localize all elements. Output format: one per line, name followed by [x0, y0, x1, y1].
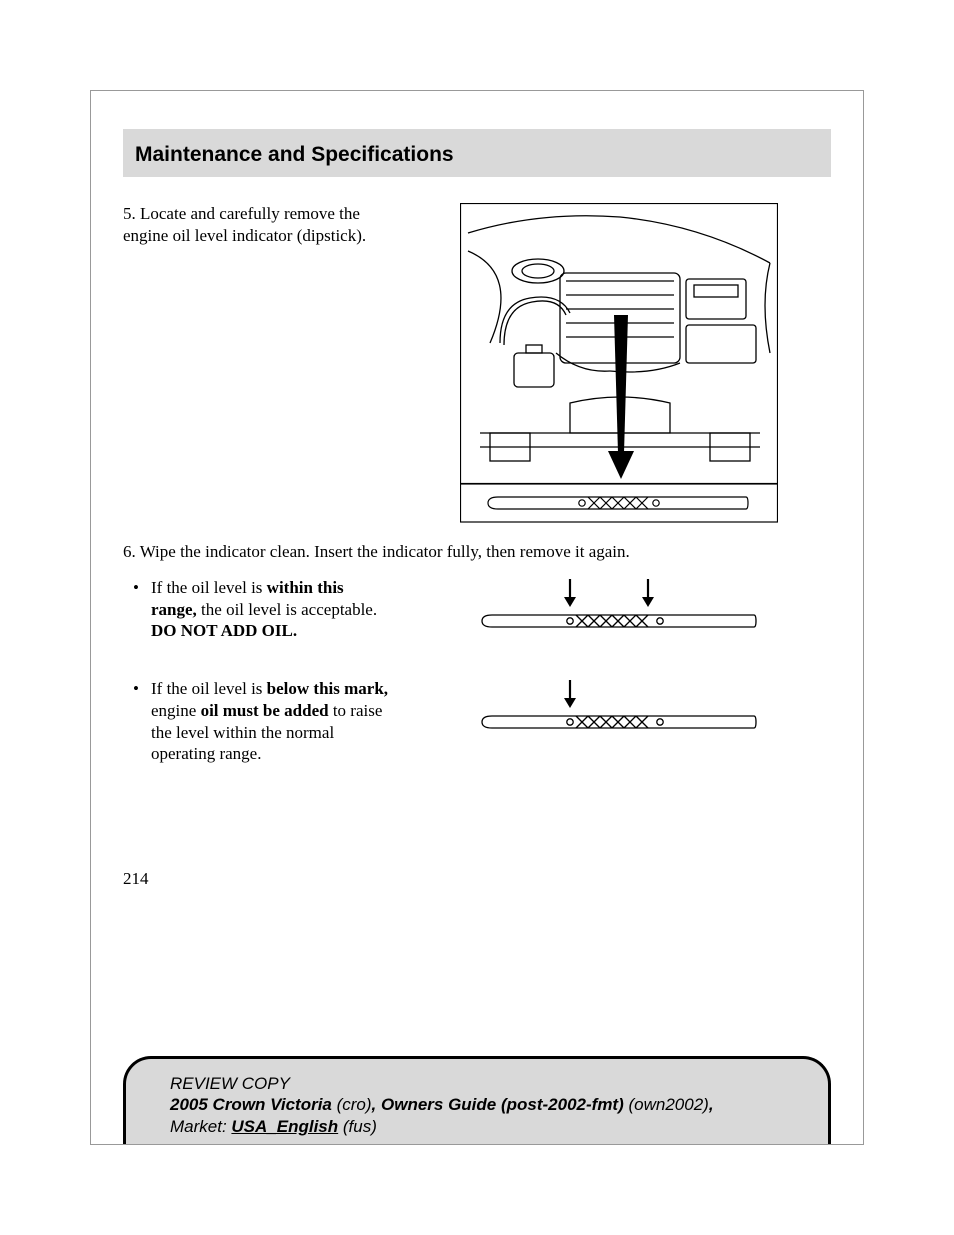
- b2-mid: engine: [151, 701, 201, 720]
- bullet1-row: If the oil level is within this range, t…: [123, 577, 831, 670]
- page-frame: Maintenance and Specifications 5. Locate…: [90, 90, 864, 1145]
- footer-guide-code: (own2002): [624, 1095, 709, 1114]
- dipstick-low-icon: [468, 678, 768, 734]
- footer-box: REVIEW COPY 2005 Crown Victoria (cro), O…: [123, 1056, 831, 1144]
- engine-diagram: [460, 203, 778, 523]
- step5-text-col: 5. Locate and carefully remove the engin…: [123, 203, 393, 523]
- footer-market-label: Market:: [170, 1117, 231, 1136]
- footer-guide: Owners Guide (post-2002-fmt): [381, 1095, 624, 1114]
- b2-bold1: below this mark,: [267, 679, 388, 698]
- step5-row: 5. Locate and carefully remove the engin…: [123, 203, 831, 523]
- b2-pre: If the oil level is: [151, 679, 267, 698]
- dipstick-ok-range-icon: [468, 577, 768, 633]
- footer-market: USA_English: [231, 1117, 338, 1136]
- step6-text: 6. Wipe the indicator clean. Insert the …: [123, 541, 831, 563]
- footer-line2: 2005 Crown Victoria (cro), Owners Guide …: [170, 1094, 784, 1115]
- b1-mid: the oil level is acceptable.: [197, 600, 377, 619]
- footer-sep2: ,: [709, 1095, 714, 1114]
- engine-figure-col: [407, 203, 831, 523]
- footer-line3: Market: USA_English (fus): [170, 1116, 784, 1137]
- bullet1-text-col: If the oil level is within this range, t…: [123, 577, 391, 670]
- dipstick-low-figure: [405, 678, 831, 793]
- page-title: Maintenance and Specifications: [135, 143, 819, 167]
- b1-pre: If the oil level is: [151, 578, 267, 597]
- step5-text: 5. Locate and carefully remove the engin…: [123, 203, 393, 247]
- page-number: 214: [123, 869, 149, 889]
- bullet2-row: If the oil level is below this mark, eng…: [123, 678, 831, 793]
- footer-review: REVIEW COPY: [170, 1073, 784, 1094]
- footer-sep1: ,: [372, 1095, 381, 1114]
- b1-bold2: DO NOT ADD OIL.: [151, 621, 297, 640]
- dipstick-ok-figure: [405, 577, 831, 670]
- footer-market-code: (fus): [338, 1117, 377, 1136]
- footer-model-code: (cro): [332, 1095, 372, 1114]
- footer-model: 2005 Crown Victoria: [170, 1095, 332, 1114]
- b2-bold2: oil must be added: [201, 701, 329, 720]
- bullet2-text-col: If the oil level is below this mark, eng…: [123, 678, 391, 793]
- bullet-within-range: If the oil level is within this range, t…: [123, 577, 391, 642]
- header-bar: Maintenance and Specifications: [123, 129, 831, 177]
- bullet-below-mark: If the oil level is below this mark, eng…: [123, 678, 391, 765]
